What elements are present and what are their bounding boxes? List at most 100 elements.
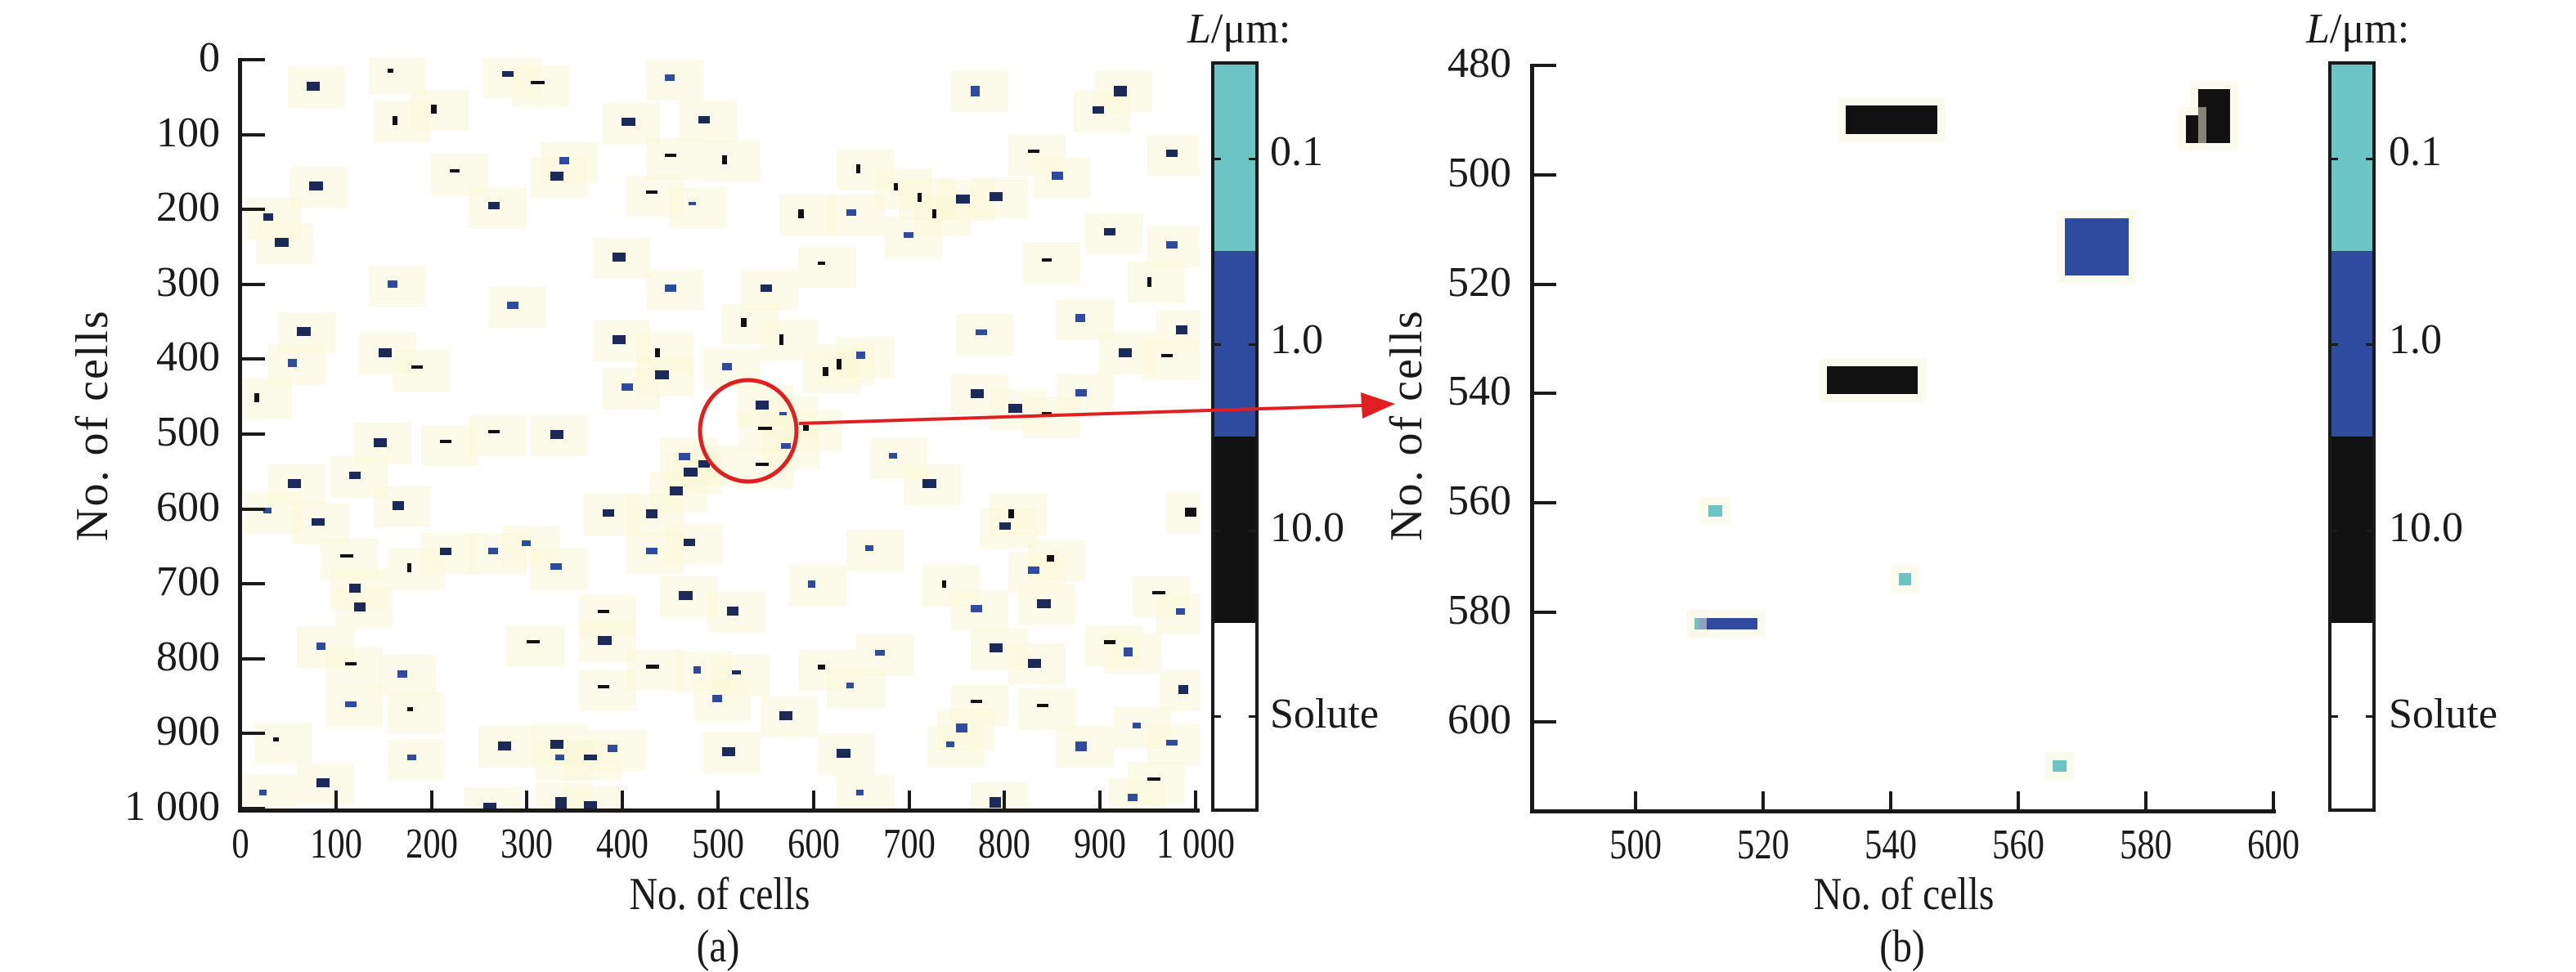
- particle-navy: [698, 115, 710, 123]
- solute-patch: [788, 565, 846, 607]
- particle-black: [758, 426, 772, 431]
- particle-navy: [698, 460, 710, 468]
- x-tick-mark: [621, 791, 625, 809]
- particle-black: [655, 347, 661, 357]
- x-tick-mark: [429, 791, 433, 809]
- particle-blue: [970, 604, 982, 612]
- solute-patch: [507, 625, 565, 666]
- y-tick-mark: [240, 807, 265, 810]
- particle-navy: [1118, 347, 1133, 357]
- x-tick-mark: [2144, 791, 2148, 809]
- particle-blue: [1075, 741, 1088, 752]
- colorbar-label-solute: Solute: [2389, 691, 2497, 737]
- particle-navy: [502, 70, 514, 78]
- x-tick-label: 400: [596, 821, 649, 867]
- particle-blue: [316, 642, 326, 650]
- particle-blue: [550, 563, 562, 570]
- particle-black: [931, 209, 936, 219]
- particle-navy: [999, 522, 1011, 531]
- solute-patch: [702, 140, 761, 182]
- solute-patch: [827, 194, 885, 236]
- particle-navy: [1008, 404, 1022, 414]
- particle-blue: [874, 649, 885, 656]
- particle-navy: [1178, 684, 1188, 694]
- x-tick-label: 300: [500, 821, 554, 867]
- particle-navy: [349, 471, 361, 479]
- particle-black: [1104, 639, 1116, 645]
- x-tick-label: 0: [231, 821, 249, 867]
- particle-blue: [846, 683, 855, 689]
- particle-cyan: [1694, 617, 1699, 629]
- y-tick-label: 500: [1447, 149, 1511, 196]
- particle-blue: [521, 540, 532, 547]
- particle-navy: [990, 643, 1003, 653]
- particle-black: [1042, 258, 1052, 262]
- particle-black: [803, 425, 810, 432]
- panel-b-y-axis-label: No. of cells: [1381, 309, 1432, 541]
- particle-cyan: [1708, 504, 1722, 517]
- y-tick-mark: [240, 132, 265, 137]
- particle-navy: [645, 508, 657, 518]
- solute-patch: [837, 774, 895, 809]
- particle-navy: [309, 181, 323, 191]
- y-tick-label: 100: [156, 109, 220, 156]
- particle-navy: [349, 584, 361, 594]
- solute-patch: [388, 549, 446, 590]
- particle-blue: [1166, 240, 1178, 249]
- solute-patch: [378, 655, 436, 697]
- x-tick-mark: [907, 791, 911, 809]
- particle-navy: [1166, 149, 1178, 158]
- colorbar-band-1-0: [2331, 250, 2372, 437]
- particle-blue: [487, 548, 498, 554]
- particle-blue: [287, 359, 298, 367]
- particle-black: [388, 68, 394, 73]
- particle-blue: [689, 202, 697, 206]
- particle-navy: [554, 797, 567, 809]
- particle-blue: [263, 507, 272, 514]
- particle-black: [1027, 149, 1039, 153]
- particle-blue: [975, 329, 987, 336]
- particle-navy: [311, 517, 325, 526]
- particle-blue: [779, 411, 788, 415]
- y-tick-mark: [240, 507, 265, 511]
- colorbar-label-1-0: 1.0: [1270, 316, 1323, 363]
- length-symbol: L: [1187, 6, 1211, 52]
- y-tick-mark: [1532, 282, 1556, 286]
- y-tick-label: 540: [1447, 368, 1511, 415]
- particle-navy: [755, 400, 770, 410]
- particle-navy: [1027, 658, 1042, 668]
- particle-navy: [1175, 325, 1187, 335]
- y-tick-label: 520: [1447, 258, 1511, 306]
- particle-cyan: [1898, 572, 1911, 586]
- particle-blue: [559, 157, 570, 165]
- particle-black: [526, 639, 540, 644]
- colorbar-label-0-1: 0.1: [1270, 128, 1323, 175]
- solute-patch: [373, 101, 431, 142]
- y-tick-label: 500: [156, 409, 220, 455]
- x-tick-mark: [716, 791, 720, 809]
- panel-b-colorbar-title: L/μm:: [2306, 8, 2409, 51]
- particle-blue: [1175, 608, 1186, 615]
- particle-navy: [1104, 228, 1116, 236]
- particle-black: [855, 164, 860, 174]
- solute-patch: [803, 352, 861, 393]
- particle-navy: [583, 755, 597, 761]
- particle-navy: [603, 508, 615, 517]
- x-tick-mark: [334, 791, 338, 809]
- particle-black: [406, 707, 413, 711]
- particle-black: [817, 262, 826, 266]
- particle-black: [598, 684, 610, 688]
- particle-blue: [2064, 218, 2129, 275]
- y-tick-mark: [1532, 611, 1556, 615]
- particle-blue: [397, 670, 407, 678]
- particle-black: [440, 440, 452, 444]
- y-tick-mark: [240, 282, 265, 286]
- particle-blue: [1075, 389, 1088, 397]
- particle-blue: [970, 86, 981, 96]
- particle-black: [941, 580, 947, 588]
- particle-blue: [903, 231, 913, 238]
- x-tick-label: 1 000: [1156, 821, 1235, 867]
- particle-black: [1147, 777, 1161, 782]
- particle-navy: [837, 748, 850, 758]
- particle-blue: [607, 745, 617, 753]
